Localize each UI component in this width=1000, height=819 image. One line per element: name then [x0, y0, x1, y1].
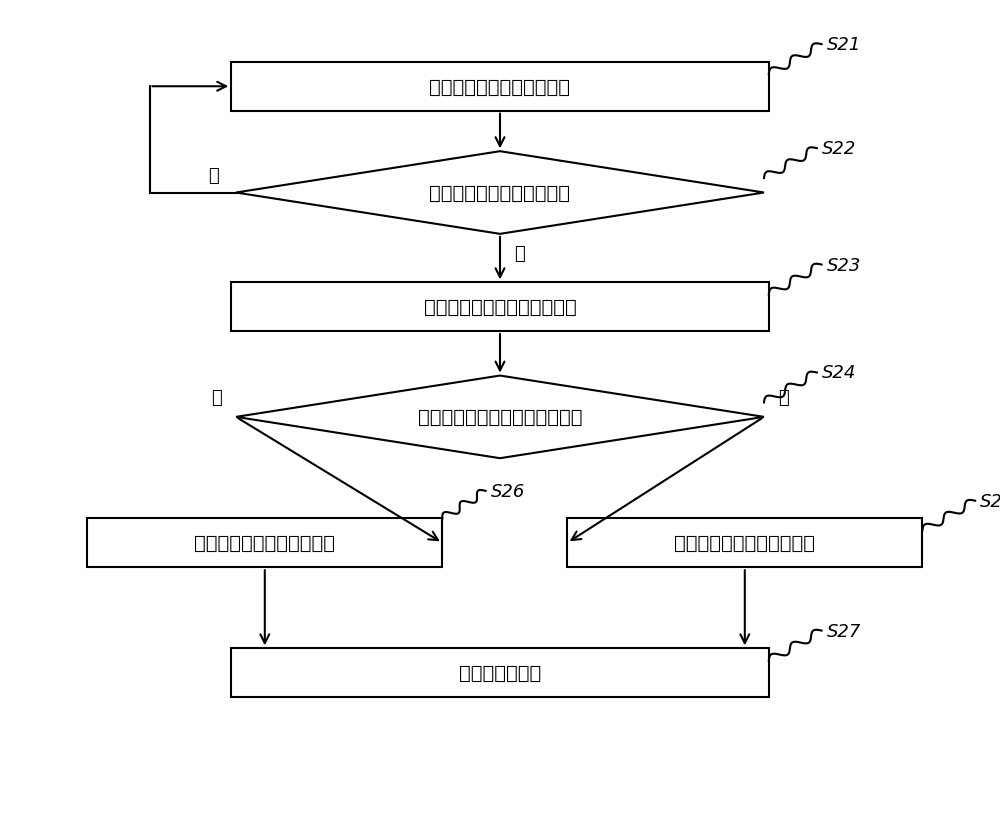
Text: 否: 否 — [514, 245, 525, 263]
Polygon shape — [236, 376, 764, 459]
Bar — [231, 63, 769, 111]
Text: 获取压缩机的排气管的压力值: 获取压缩机的排气管的压力值 — [424, 298, 576, 317]
Text: S26: S26 — [490, 482, 525, 500]
Text: 获取空调系统的运行电流值: 获取空调系统的运行电流值 — [430, 78, 570, 97]
Text: 否: 否 — [778, 389, 789, 407]
Bar — [87, 518, 442, 568]
Text: 是: 是 — [211, 389, 222, 407]
Text: S21: S21 — [826, 36, 861, 54]
Text: S25: S25 — [980, 492, 1000, 510]
Polygon shape — [236, 152, 764, 234]
Text: S22: S22 — [822, 140, 856, 158]
Text: 是: 是 — [208, 167, 219, 185]
Bar — [231, 283, 769, 332]
Text: S24: S24 — [822, 364, 856, 382]
Text: 确定空调系统出现供电异常: 确定空调系统出现供电异常 — [194, 534, 335, 553]
Text: S27: S27 — [826, 622, 861, 640]
Text: 确定空调系统发生回路异常: 确定空调系统发生回路异常 — [674, 534, 815, 553]
Bar — [231, 649, 769, 697]
Text: 运行电流值小于电流设定值: 运行电流值小于电流设定值 — [430, 183, 570, 203]
Text: 排气管压力值小于第二压力阀值: 排气管压力值小于第二压力阀值 — [418, 408, 582, 427]
Text: S23: S23 — [826, 256, 861, 274]
Bar — [567, 518, 922, 568]
Text: 控制压缩机停机: 控制压缩机停机 — [459, 663, 541, 682]
